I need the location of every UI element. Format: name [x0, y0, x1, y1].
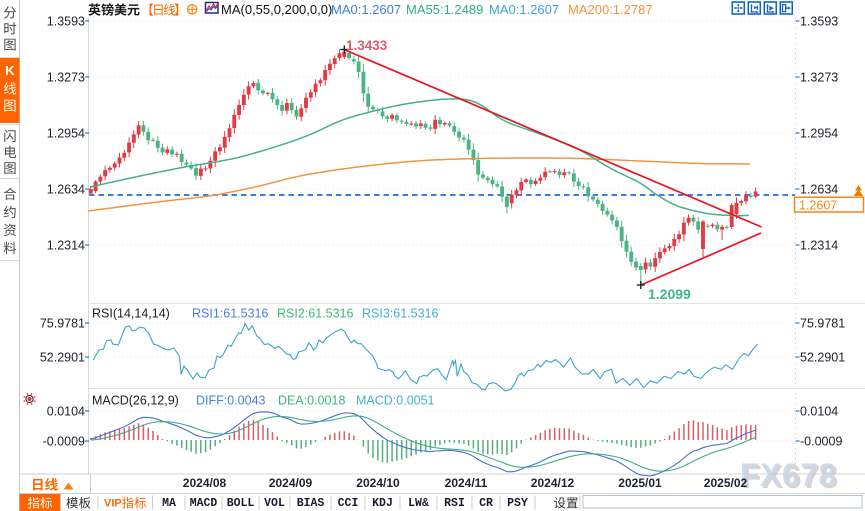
svg-text:LW&: LW&: [408, 497, 429, 510]
svg-text:52.2901: 52.2901: [800, 351, 845, 365]
svg-text:0.0104: 0.0104: [800, 405, 838, 419]
svg-text:1.2607: 1.2607: [799, 198, 837, 212]
svg-text:1.2954: 1.2954: [47, 127, 85, 141]
svg-text:1.2099: 1.2099: [648, 286, 691, 302]
svg-text:2024/08: 2024/08: [183, 476, 227, 490]
svg-text:MACD:0.0051: MACD:0.0051: [356, 394, 435, 408]
svg-text:1.2634: 1.2634: [800, 183, 838, 197]
svg-text:RSI2:61.5316: RSI2:61.5316: [277, 307, 353, 321]
svg-text:2024/11: 2024/11: [445, 476, 488, 490]
svg-text:1.2314: 1.2314: [800, 239, 838, 253]
svg-text:75.9781: 75.9781: [800, 317, 845, 331]
svg-text:2024/09: 2024/09: [269, 476, 313, 490]
svg-text:MA(0,55,0,200,0,0): MA(0,55,0,200,0,0): [221, 2, 332, 17]
svg-text:DIFF:0.0043: DIFF:0.0043: [196, 394, 266, 408]
svg-text:FX678: FX678: [742, 459, 839, 495]
svg-text:2025/01: 2025/01: [618, 476, 662, 490]
svg-text:2025/02: 2025/02: [704, 476, 748, 490]
svg-text:-0.0009: -0.0009: [800, 435, 842, 449]
svg-text:VIP: VIP: [104, 498, 122, 510]
svg-text:52.2901: 52.2901: [40, 351, 85, 365]
svg-text:RSI(14,14,14): RSI(14,14,14): [92, 307, 170, 321]
svg-text:75.9781: 75.9781: [40, 317, 85, 331]
svg-text:BIAS: BIAS: [297, 497, 325, 510]
svg-text:1.3593: 1.3593: [47, 15, 85, 29]
svg-text:1.3433: 1.3433: [346, 38, 388, 53]
svg-text:BOLL: BOLL: [227, 497, 255, 510]
svg-text:KDJ: KDJ: [372, 497, 393, 510]
svg-text:RSI1:61.5316: RSI1:61.5316: [192, 307, 268, 321]
svg-text:MACD(26,12,9): MACD(26,12,9): [92, 394, 179, 408]
svg-text:1.2634: 1.2634: [47, 183, 85, 197]
svg-text:RSI: RSI: [444, 497, 465, 510]
svg-text:2024/12: 2024/12: [531, 476, 575, 490]
svg-text:1.2954: 1.2954: [800, 127, 838, 141]
svg-text:CR: CR: [479, 497, 493, 510]
svg-text:VOL: VOL: [264, 497, 285, 510]
svg-text:PSY: PSY: [507, 497, 528, 510]
svg-text:RSI3:61.5316: RSI3:61.5316: [362, 307, 438, 321]
svg-text:1.3593: 1.3593: [800, 15, 838, 29]
svg-text:MA0:1.2607: MA0:1.2607: [331, 2, 401, 17]
svg-text:K: K: [5, 63, 15, 78]
svg-text:MA: MA: [162, 497, 176, 510]
svg-text:-0.0009: -0.0009: [43, 435, 85, 449]
svg-text:DEA:0.0018: DEA:0.0018: [278, 394, 345, 408]
svg-text:MA55:1.2489: MA55:1.2489: [406, 2, 483, 17]
svg-text:MACD: MACD: [190, 497, 218, 510]
svg-text:1.3273: 1.3273: [800, 71, 838, 85]
svg-text:FX678: FX678: [740, 457, 837, 493]
svg-text:MA200:1.2787: MA200:1.2787: [568, 2, 653, 17]
svg-text:1.2314: 1.2314: [47, 239, 85, 253]
svg-text:CCI: CCI: [338, 497, 359, 510]
svg-text:1.3273: 1.3273: [47, 71, 85, 85]
svg-text:2024/10: 2024/10: [356, 476, 400, 490]
svg-text:MA0:1.2607: MA0:1.2607: [489, 2, 559, 17]
svg-text:0.0104: 0.0104: [47, 405, 85, 419]
